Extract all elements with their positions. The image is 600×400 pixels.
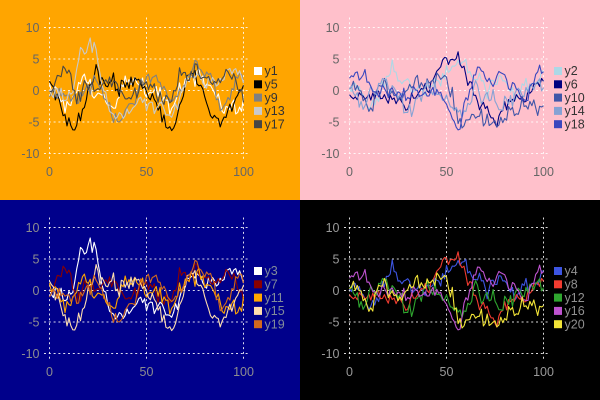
svg-text:100: 100: [233, 365, 254, 379]
svg-text:50: 50: [440, 365, 454, 379]
svg-text:y3: y3: [265, 264, 278, 278]
svg-text:y14: y14: [565, 104, 585, 118]
svg-text:-10: -10: [21, 347, 39, 361]
svg-text:y7: y7: [265, 278, 278, 292]
svg-text:y20: y20: [565, 317, 585, 331]
svg-text:-5: -5: [328, 115, 339, 129]
svg-text:0: 0: [33, 284, 40, 298]
svg-text:100: 100: [533, 365, 554, 379]
svg-text:y17: y17: [265, 117, 285, 131]
svg-text:y10: y10: [565, 91, 585, 105]
svg-text:y11: y11: [265, 291, 284, 305]
svg-text:-10: -10: [321, 147, 339, 161]
svg-text:50: 50: [440, 165, 454, 179]
svg-text:50: 50: [140, 165, 154, 179]
svg-text:5: 5: [33, 52, 40, 66]
svg-text:y13: y13: [265, 104, 285, 118]
svg-text:50: 50: [140, 365, 154, 379]
svg-text:y8: y8: [565, 278, 578, 292]
svg-text:-5: -5: [328, 315, 339, 329]
svg-text:-5: -5: [28, 115, 39, 129]
svg-text:y16: y16: [565, 304, 585, 318]
svg-text:10: 10: [326, 21, 340, 35]
svg-text:y6: y6: [565, 78, 578, 92]
svg-text:y12: y12: [565, 291, 585, 305]
svg-text:0: 0: [46, 365, 53, 379]
svg-text:5: 5: [33, 252, 40, 266]
svg-text:10: 10: [326, 221, 340, 235]
svg-text:0: 0: [46, 165, 53, 179]
svg-text:y1: y1: [265, 64, 278, 78]
svg-text:y15: y15: [265, 304, 285, 318]
svg-text:y19: y19: [265, 317, 285, 331]
svg-text:0: 0: [333, 284, 340, 298]
svg-text:5: 5: [333, 252, 340, 266]
svg-text:y2: y2: [565, 64, 578, 78]
svg-text:y9: y9: [265, 91, 278, 105]
svg-text:0: 0: [346, 165, 353, 179]
svg-text:0: 0: [33, 84, 40, 98]
svg-text:100: 100: [233, 165, 254, 179]
svg-text:5: 5: [333, 52, 340, 66]
svg-text:-5: -5: [28, 315, 39, 329]
svg-text:10: 10: [26, 21, 40, 35]
svg-text:100: 100: [533, 165, 554, 179]
svg-text:y5: y5: [265, 78, 278, 92]
svg-text:10: 10: [26, 221, 40, 235]
svg-text:-10: -10: [321, 347, 339, 361]
svg-text:-10: -10: [21, 147, 39, 161]
svg-text:0: 0: [346, 365, 353, 379]
svg-text:y18: y18: [565, 117, 585, 131]
svg-text:y4: y4: [565, 264, 578, 278]
svg-text:0: 0: [333, 84, 340, 98]
